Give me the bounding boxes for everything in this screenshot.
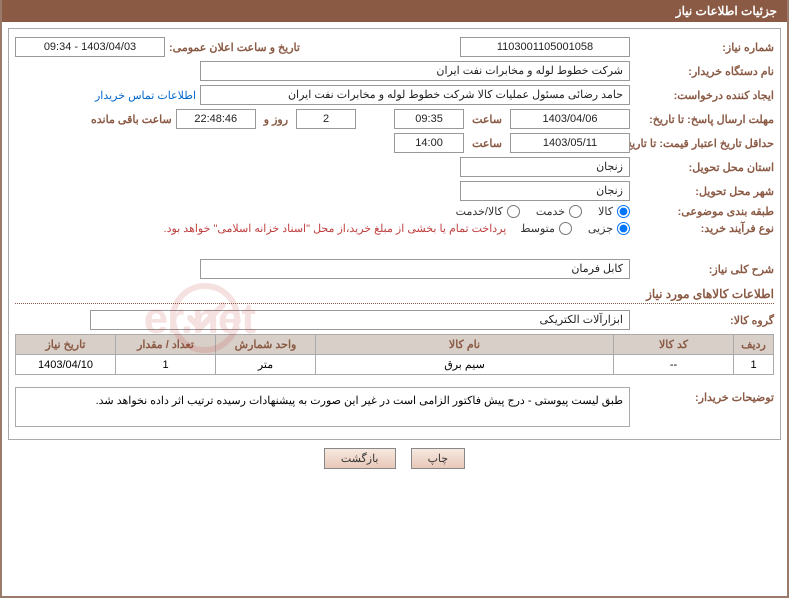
validity-time-label: ساعت xyxy=(468,137,506,150)
th-name: نام کالا xyxy=(316,335,614,355)
validity-label: حداقل تاریخ اعتبار قیمت: تا تاریخ: xyxy=(634,137,774,150)
radio-medium[interactable]: متوسط xyxy=(520,222,572,235)
th-qty: تعداد / مقدار xyxy=(116,335,216,355)
deadline-time-label: ساعت xyxy=(468,113,506,126)
print-button[interactable]: چاپ xyxy=(411,448,466,469)
requester-value: حامد رضائی مسئول عملیات کالا شرکت خطوط ل… xyxy=(200,85,630,105)
radio-khedmat-label: خدمت xyxy=(536,205,565,218)
back-button[interactable]: بازگشت xyxy=(324,448,396,469)
radio-both-label: کالا/خدمت xyxy=(456,205,503,218)
city-label: شهر محل تحویل: xyxy=(634,185,774,198)
deadline-days-suffix: روز و xyxy=(260,113,292,126)
category-label: طبقه بندی موضوعی: xyxy=(634,205,774,218)
cell-code: -- xyxy=(614,355,734,375)
general-desc-label: شرح کلی نیاز: xyxy=(634,263,774,276)
deadline-days: 2 xyxy=(296,109,356,129)
cell-qty: 1 xyxy=(116,355,216,375)
requester-label: ایجاد کننده درخواست: xyxy=(634,89,774,102)
group-value: ابزارآلات الکتریکی xyxy=(90,310,630,330)
cell-unit: متر xyxy=(216,355,316,375)
province-label: استان محل تحویل: xyxy=(634,161,774,174)
need-number-label: شماره نیاز: xyxy=(634,41,774,54)
province-value: زنجان xyxy=(460,157,630,177)
radio-partial[interactable]: جزیی xyxy=(588,222,630,235)
deadline-remaining: ساعت باقی مانده xyxy=(91,113,172,126)
items-section-title: اطلاعات کالاهای مورد نیاز xyxy=(15,287,774,304)
th-unit: واحد شمارش xyxy=(216,335,316,355)
deadline-countdown: 22:48:46 xyxy=(176,109,256,129)
buyer-org-label: نام دستگاه خریدار: xyxy=(634,65,774,78)
cell-row: 1 xyxy=(734,355,774,375)
radio-kala[interactable]: کالا xyxy=(598,205,630,218)
buyer-notes-text: طبق لیست پیوستی - درج پیش فاکتور الزامی … xyxy=(15,387,630,427)
need-number-value: 1103001105001058 xyxy=(460,37,630,57)
city-value: زنجان xyxy=(460,181,630,201)
radio-partial-label: جزیی xyxy=(588,222,613,235)
announce-label: تاریخ و ساعت اعلان عمومی: xyxy=(169,41,300,54)
buyer-org-value: شرکت خطوط لوله و مخابرات نفت ایران xyxy=(200,61,630,81)
process-note: پرداخت تمام یا بخشی از مبلغ خرید،از محل … xyxy=(164,222,507,235)
validity-date: 1403/05/11 xyxy=(510,133,630,153)
announce-value: 1403/04/03 - 09:34 xyxy=(15,37,165,57)
cell-name: سیم برق xyxy=(316,355,614,375)
th-date: تاریخ نیاز xyxy=(16,335,116,355)
group-label: گروه کالا: xyxy=(634,314,774,327)
contact-link[interactable]: اطلاعات تماس خریدار xyxy=(95,89,196,102)
th-row: ردیف xyxy=(734,335,774,355)
cell-date: 1403/04/10 xyxy=(16,355,116,375)
radio-khedmat[interactable]: خدمت xyxy=(536,205,582,218)
radio-kala-label: کالا xyxy=(598,205,613,218)
table-row: 1 -- سیم برق متر 1 1403/04/10 xyxy=(16,355,774,375)
process-label: نوع فرآیند خرید: xyxy=(634,222,774,235)
items-table: ردیف کد کالا نام کالا واحد شمارش تعداد /… xyxy=(15,334,774,375)
validity-time: 14:00 xyxy=(394,133,464,153)
deadline-time: 09:35 xyxy=(394,109,464,129)
buyer-notes-label: توضیحات خریدار: xyxy=(634,381,774,404)
page-title: جزئیات اطلاعات نیاز xyxy=(2,0,787,22)
deadline-label: مهلت ارسال پاسخ: تا تاریخ: xyxy=(634,113,774,126)
deadline-date: 1403/04/06 xyxy=(510,109,630,129)
table-header-row: ردیف کد کالا نام کالا واحد شمارش تعداد /… xyxy=(16,335,774,355)
radio-medium-label: متوسط xyxy=(520,222,555,235)
th-code: کد کالا xyxy=(614,335,734,355)
general-desc-value: کابل فرمان xyxy=(200,259,630,279)
radio-both[interactable]: کالا/خدمت xyxy=(456,205,520,218)
